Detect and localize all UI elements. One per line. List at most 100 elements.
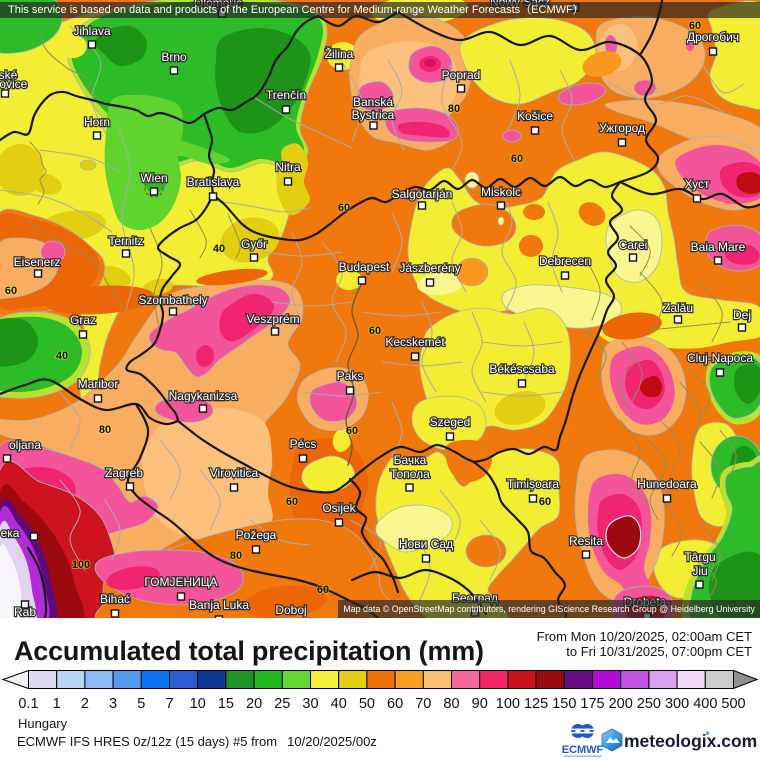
svg-text:30: 30 [302, 696, 318, 712]
svg-text:Wien: Wien [140, 171, 167, 185]
svg-text:40: 40 [331, 696, 347, 712]
svg-text:Debrecen: Debrecen [539, 254, 591, 268]
svg-text:Дрогобич: Дрогобич [687, 30, 739, 44]
svg-text:Banja Luka: Banja Luka [189, 598, 249, 612]
svg-text:Graz: Graz [70, 313, 96, 327]
svg-text:Resita: Resita [569, 534, 603, 548]
svg-text:3: 3 [109, 696, 117, 712]
svg-text:Târgu: Târgu [684, 550, 715, 564]
svg-text:Košice: Košice [517, 109, 553, 123]
svg-text:125: 125 [524, 696, 548, 712]
svg-text:Nitra: Nitra [275, 160, 301, 174]
svg-text:meteologix.com: meteologix.com [624, 731, 757, 751]
svg-text:Bystrica: Bystrica [352, 108, 395, 122]
svg-text:Doboj: Doboj [275, 603, 306, 617]
svg-text:20: 20 [246, 696, 262, 712]
svg-text:Rab: Rab [14, 605, 36, 618]
svg-text:Trenčín: Trenčín [266, 88, 306, 102]
svg-text:Szeged: Szeged [430, 415, 471, 429]
svg-text:jovice: jovice [0, 77, 28, 91]
svg-text:60: 60 [511, 153, 523, 165]
svg-text:Kecskemét: Kecskemét [385, 335, 445, 349]
svg-text:60: 60 [346, 425, 358, 437]
svg-text:oljana: oljana [9, 438, 41, 452]
svg-text:Топола: Топола [390, 467, 430, 481]
svg-text:ека: ека [1, 526, 20, 540]
svg-text:Békéscsaba: Békéscsaba [489, 362, 555, 376]
svg-text:ECMWF: ECMWF [562, 744, 604, 756]
svg-text:Hunedoara: Hunedoara [637, 477, 697, 491]
svg-text:Salgótarján: Salgótarján [392, 187, 453, 201]
svg-text:Jihlava: Jihlava [73, 24, 111, 38]
svg-text:Bihać: Bihać [100, 592, 130, 606]
svg-text:300: 300 [665, 696, 689, 712]
svg-text:Miskolc: Miskolc [481, 185, 521, 199]
svg-text:5: 5 [137, 696, 145, 712]
svg-text:Győr: Győr [241, 237, 267, 251]
svg-text:60: 60 [286, 496, 298, 508]
svg-text:Cluj-Napoca: Cluj-Napoca [687, 351, 753, 365]
svg-text:Žilina: Žilina [325, 46, 354, 61]
svg-text:Budapest: Budapest [339, 260, 390, 274]
svg-text:40: 40 [56, 350, 68, 362]
svg-text:Nagykanizsa: Nagykanizsa [169, 389, 238, 403]
svg-text:Szombathely: Szombathely [138, 293, 207, 307]
svg-text:500: 500 [721, 696, 745, 712]
svg-text:Timișoara: Timișoara [507, 477, 560, 491]
svg-text:Carei: Carei [619, 238, 648, 252]
svg-text:400: 400 [693, 696, 717, 712]
svg-text:Ternitz: Ternitz [108, 234, 143, 248]
svg-text:Zagreb: Zagreb [105, 466, 143, 480]
svg-text:60: 60 [317, 584, 329, 596]
svg-text:Veszprém: Veszprém [246, 312, 299, 326]
svg-text:60: 60 [387, 696, 403, 712]
svg-text:Ужгород: Ужгород [599, 121, 645, 135]
svg-text:Banská: Banská [353, 95, 393, 109]
svg-text:250: 250 [637, 696, 661, 712]
svg-text:200: 200 [609, 696, 633, 712]
svg-text:60: 60 [369, 325, 381, 337]
svg-text:Horn: Horn [84, 115, 110, 129]
svg-text:10: 10 [190, 696, 206, 712]
svg-text:Dej: Dej [733, 308, 751, 322]
svg-text:100: 100 [72, 559, 90, 571]
svg-text:70: 70 [415, 696, 431, 712]
svg-text:Maribor: Maribor [78, 377, 119, 391]
svg-text:Нови Сад: Нови Сад [399, 537, 453, 551]
svg-text:Osijek: Osijek [322, 501, 356, 515]
svg-text:Eisenerz: Eisenerz [14, 255, 61, 269]
svg-text:2: 2 [81, 696, 89, 712]
svg-text:Baia Mare: Baia Mare [691, 240, 746, 254]
svg-text:ГОМЈЕНИЦА: ГОМЈЕНИЦА [144, 575, 217, 589]
svg-text:60: 60 [689, 20, 701, 32]
svg-text:40: 40 [213, 243, 225, 255]
svg-text:ské: ské [0, 68, 18, 82]
svg-text:Jiu: Jiu [692, 564, 707, 578]
svg-text:Bratislava: Bratislava [187, 175, 240, 189]
svg-text:50: 50 [359, 696, 375, 712]
svg-text:60: 60 [539, 496, 551, 508]
svg-text:60: 60 [5, 285, 17, 297]
svg-text:Хуст: Хуст [684, 177, 710, 191]
svg-text:Brno: Brno [161, 50, 187, 64]
svg-text:Jászberény: Jászberény [399, 261, 460, 275]
svg-text:80: 80 [230, 550, 242, 562]
svg-text:Бачка: Бачка [394, 453, 427, 467]
svg-text:80: 80 [448, 103, 460, 115]
svg-text:175: 175 [580, 696, 604, 712]
svg-text:0.1: 0.1 [18, 696, 38, 712]
svg-text:Požega: Požega [236, 528, 277, 542]
svg-text:80: 80 [99, 424, 111, 436]
svg-text:Virovitica: Virovitica [210, 466, 259, 480]
svg-text:Paks: Paks [337, 369, 364, 383]
svg-text:7: 7 [165, 696, 173, 712]
svg-text:1: 1 [53, 696, 61, 712]
svg-text:25: 25 [274, 696, 290, 712]
svg-text:Pécs: Pécs [290, 437, 317, 451]
svg-text:150: 150 [552, 696, 576, 712]
svg-text:80: 80 [443, 696, 459, 712]
svg-text:15: 15 [218, 696, 234, 712]
svg-text:100: 100 [496, 696, 520, 712]
svg-text:60: 60 [338, 202, 350, 214]
svg-text:Poprad: Poprad [442, 68, 481, 82]
